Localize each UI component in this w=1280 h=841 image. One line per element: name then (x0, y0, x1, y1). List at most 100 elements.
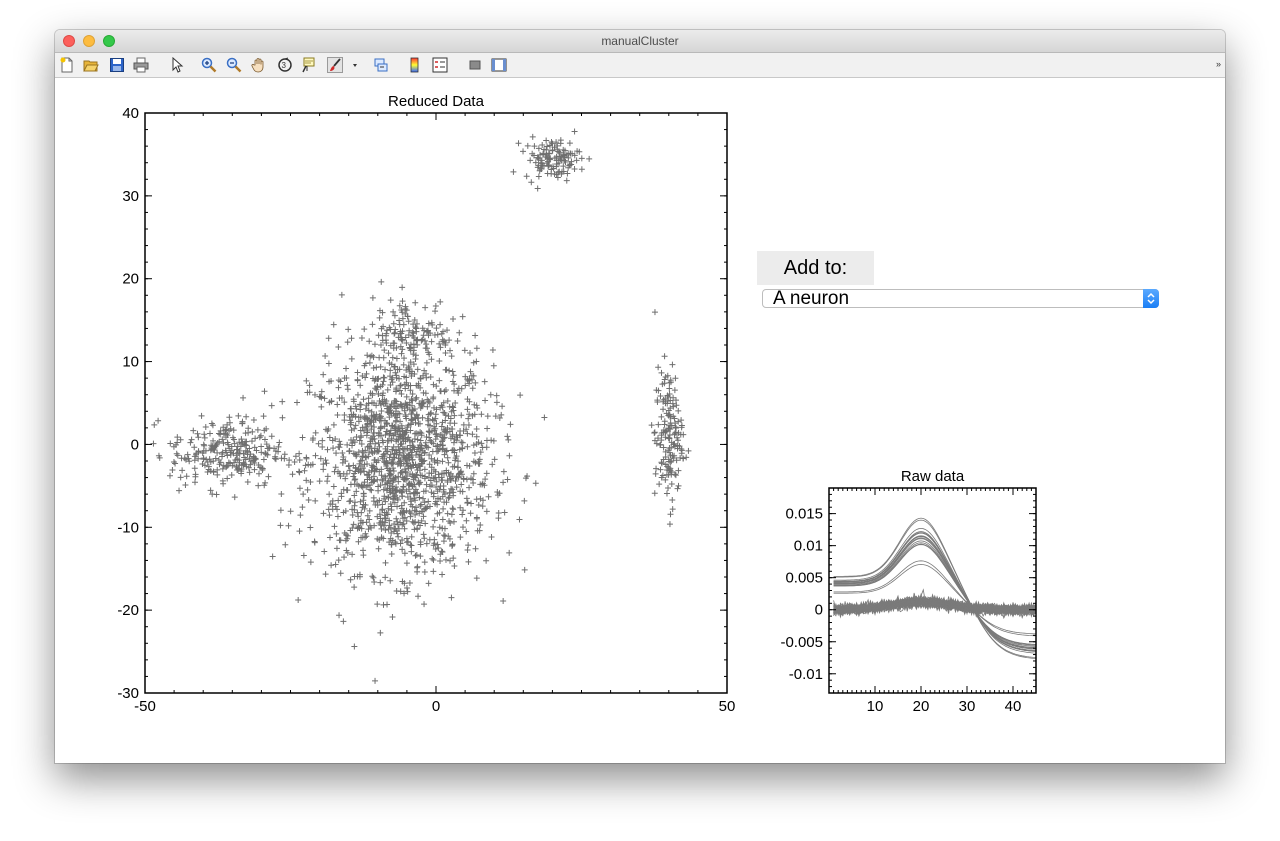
scatter-point (318, 403, 325, 410)
scatter-point (444, 478, 451, 485)
scatter-point (231, 459, 238, 466)
data-cursor-icon[interactable] (301, 57, 317, 73)
scatter-point (381, 347, 388, 354)
minimize-window-button[interactable] (83, 35, 95, 47)
scatter-point (499, 403, 506, 410)
scatter-point (201, 462, 208, 469)
print-icon[interactable] (133, 57, 149, 73)
scatter-point (392, 525, 399, 532)
scatter-point (346, 413, 353, 420)
scatter-point (397, 343, 404, 350)
scatter-point (402, 334, 409, 341)
scatter-point (397, 470, 404, 477)
scatter-point (295, 597, 302, 604)
pointer-icon[interactable] (169, 57, 185, 73)
scatter-point (543, 146, 550, 153)
scatter-point (369, 450, 376, 457)
scatter-point (418, 517, 425, 524)
cluster-target-select[interactable]: A neuron (762, 289, 1159, 308)
scatter-point (401, 446, 408, 453)
rotate-3d-icon[interactable]: 3 (277, 57, 293, 73)
scatter-point (336, 395, 343, 402)
scatter-point (491, 456, 498, 463)
hide-plot-tools-icon[interactable] (467, 57, 483, 73)
scatter-point (454, 338, 461, 345)
scatter-point (202, 424, 209, 431)
scatter-point (449, 425, 456, 432)
scatter-point (370, 412, 377, 419)
scatter-point (553, 157, 560, 164)
zoom-window-button[interactable] (103, 35, 115, 47)
scatter-point (278, 455, 285, 462)
scatter-point (484, 425, 491, 432)
scatter-point (473, 515, 480, 522)
scatter-point (648, 422, 655, 429)
new-figure-icon[interactable] (59, 57, 75, 73)
chevron-updown-icon[interactable] (1143, 289, 1159, 308)
scatter-point (430, 381, 437, 388)
scatter-point (355, 538, 362, 545)
save-icon[interactable] (109, 57, 125, 73)
title-bar[interactable]: manualCluster (55, 30, 1225, 53)
x-tick-label: 20 (913, 698, 930, 715)
scatter-point (666, 411, 673, 418)
scatter-point (653, 440, 660, 447)
scatter-point (439, 404, 446, 411)
scatter-point (443, 447, 450, 454)
brush-icon[interactable] (327, 57, 343, 73)
scatter-point (366, 338, 373, 345)
scatter-point (229, 462, 236, 469)
scatter-point (251, 466, 258, 473)
scatter-point (427, 374, 434, 381)
scatter-point (406, 508, 413, 515)
scatter-point (330, 483, 337, 490)
scatter-point (278, 491, 285, 498)
toolbar-overflow-icon[interactable]: » (1215, 59, 1221, 69)
zoom-out-icon[interactable] (226, 57, 242, 73)
scatter-point (386, 472, 393, 479)
zoom-in-icon[interactable] (201, 57, 217, 73)
link-plot-icon[interactable] (373, 57, 389, 73)
scatter-point (339, 459, 346, 466)
scatter-point (407, 513, 414, 520)
scatter-point (194, 430, 201, 437)
scatter-point (432, 425, 439, 432)
close-window-button[interactable] (63, 35, 75, 47)
scatter-point (150, 440, 157, 447)
scatter-point (464, 396, 471, 403)
scatter-point (195, 455, 202, 462)
scatter-point (316, 478, 323, 485)
raw-data-chart[interactable]: Raw data 10 20 30 40 0.015 0.01 0.005 0 -0.005 -0.… (780, 468, 1037, 715)
scatter-point (423, 359, 430, 366)
scatter-point (427, 503, 434, 510)
show-plot-tools-icon[interactable] (491, 57, 507, 73)
scatter-point (560, 163, 567, 170)
legend-icon[interactable] (432, 57, 448, 73)
brush-dropdown-icon[interactable] (347, 57, 357, 73)
scatter-point (195, 434, 202, 441)
scatter-point (262, 479, 269, 486)
scatter-point (356, 571, 363, 578)
scatter-point (367, 486, 374, 493)
scatter-point (224, 475, 231, 482)
scatter-point (672, 424, 679, 431)
scatter-point (434, 457, 441, 464)
scatter-point (389, 423, 396, 430)
scatter-point (535, 145, 542, 152)
scatter-point (393, 355, 400, 362)
reduced-data-chart[interactable]: Reduced Data -50 0 50 -30 -20 -10 0 10 20 30 40 (117, 93, 735, 715)
scatter-point (356, 437, 363, 444)
scatter-point (472, 332, 479, 339)
pan-hand-icon[interactable] (251, 57, 267, 73)
scatter-point (666, 458, 673, 465)
scatter-point (322, 352, 329, 359)
colorbar-icon[interactable] (407, 57, 423, 73)
scatter-point (362, 405, 369, 412)
open-file-icon[interactable] (83, 57, 99, 73)
scatter-point (263, 441, 270, 448)
scatter-point (383, 397, 390, 404)
scatter-point (399, 298, 406, 305)
scatter-point (411, 526, 418, 533)
scatter-point (458, 412, 465, 419)
scatter-point (351, 425, 358, 432)
